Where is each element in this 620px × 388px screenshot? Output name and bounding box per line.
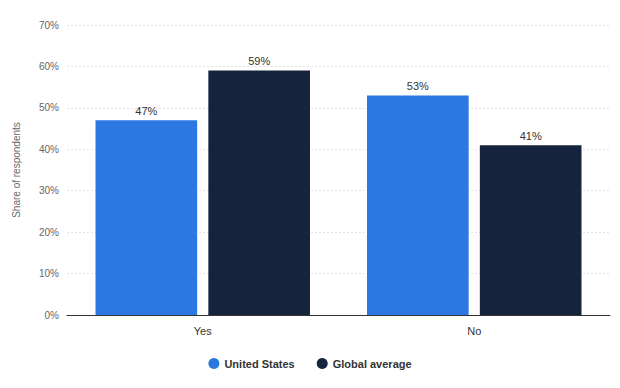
svg-text:Global average: Global average (333, 358, 412, 370)
svg-text:41%: 41% (520, 130, 542, 142)
svg-text:60%: 60% (39, 61, 59, 72)
svg-text:59%: 59% (248, 55, 270, 67)
svg-text:20%: 20% (39, 227, 59, 238)
svg-text:53%: 53% (407, 80, 429, 92)
svg-text:0%: 0% (45, 310, 60, 321)
svg-text:10%: 10% (39, 268, 59, 279)
svg-text:70%: 70% (39, 20, 59, 31)
svg-text:United States: United States (224, 358, 294, 370)
svg-text:40%: 40% (39, 144, 59, 155)
svg-text:47%: 47% (135, 105, 157, 117)
svg-text:50%: 50% (39, 102, 59, 113)
svg-text:Yes: Yes (194, 325, 212, 337)
svg-text:Share of respondents: Share of respondents (11, 122, 22, 218)
svg-text:No: No (467, 325, 481, 337)
svg-text:30%: 30% (39, 185, 59, 196)
